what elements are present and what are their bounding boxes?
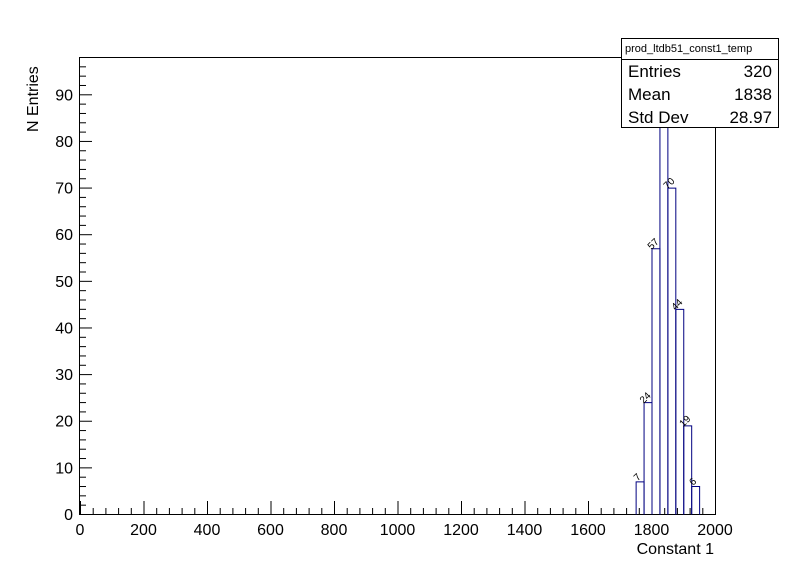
y-tick-label: 40 [55,320,73,337]
stats-mean-label: Mean [628,85,671,104]
x-axis-title: Constant 1 [637,541,714,558]
histogram-bin [675,308,685,515]
x-tick-label: 2000 [697,522,733,539]
y-tick-label: 10 [55,460,73,477]
x-tick-label: 0 [76,522,85,539]
histogram-bin [667,187,677,515]
stats-entries-value: 320 [743,62,772,81]
stats-stddev-row: Std Dev 28.97 [622,106,778,129]
x-tick-label: 1000 [380,522,416,539]
stats-mean-value: 1838 [734,85,772,104]
histogram-bins [635,84,701,515]
y-axis-title: N Entries [25,66,42,132]
histogram-bin [635,481,645,515]
stats-mean-row: Mean 1838 [622,83,778,106]
x-tick-label: 1800 [634,522,670,539]
histogram-bin [651,248,661,515]
y-tick-label: 20 [55,414,73,431]
x-tick-label: 600 [257,522,284,539]
stats-box: prod_ltdb51_const1_temp Entries 320 Mean… [621,38,779,128]
x-tick-label: 400 [194,522,221,539]
y-axis-ticks: 0 10 20 30 40 50 60 70 80 90 [55,57,92,524]
stats-entries-label: Entries [628,62,681,81]
y-tick-label: 30 [55,367,73,384]
x-tick-label: 1200 [443,522,479,539]
x-tick-label: 200 [130,522,157,539]
y-tick-label: 70 [55,181,73,198]
histogram-bin [659,84,669,515]
y-tick-label: 50 [55,274,73,291]
y-tick-label: 80 [55,134,73,151]
y-tick-label: 90 [55,87,73,104]
stats-stddev-value: 28.97 [729,108,772,127]
x-tick-label: 800 [321,522,348,539]
stats-histogram-name: prod_ltdb51_const1_temp [622,39,778,60]
y-tick-label: 0 [64,507,73,524]
x-tick-label: 1600 [570,522,606,539]
histogram-bin [691,486,701,515]
x-tick-label: 1400 [507,522,543,539]
histogram-bin [683,425,693,515]
stats-entries-row: Entries 320 [622,60,778,83]
x-axis-ticks: 0 200 400 600 800 1000 1200 1400 1600 1800 2000 [76,501,733,539]
stats-stddev-label: Std Dev [628,108,689,127]
plot-frame [79,57,716,515]
y-tick-label: 60 [55,227,73,244]
histogram-bin [643,402,653,515]
